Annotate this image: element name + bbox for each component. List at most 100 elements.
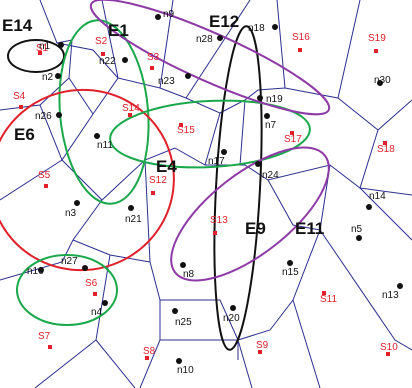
voronoi-edge <box>319 229 412 351</box>
node-label: n19 <box>266 94 283 105</box>
site-s6: S6 <box>85 278 98 296</box>
node-dot <box>74 200 80 206</box>
node-label: n20 <box>223 313 240 324</box>
voronoi-edge <box>359 187 412 241</box>
site-square <box>145 356 149 360</box>
voronoi-edge <box>39 0 119 115</box>
site-square <box>258 350 262 354</box>
node-n7: n7 <box>264 113 277 131</box>
voronoi-edge <box>72 159 151 263</box>
voronoi-edge <box>239 99 246 166</box>
site-s14: S14 <box>122 103 140 117</box>
node-n20: n20 <box>223 305 240 324</box>
node-n28: n28 <box>196 34 223 45</box>
node-dot <box>82 265 88 271</box>
node-n17: n17 <box>208 149 227 167</box>
node-label: n30 <box>374 75 391 86</box>
site-s4: S4 <box>13 91 26 109</box>
site-s19: S19 <box>368 33 386 53</box>
site-square <box>213 231 217 235</box>
node-label: n15 <box>282 267 299 278</box>
node-dot <box>176 358 182 364</box>
hyperedge-label-e12: E12 <box>209 12 239 31</box>
site-label: S6 <box>85 278 98 289</box>
voronoi-edge <box>292 299 321 388</box>
voronoi-edge <box>267 179 321 231</box>
node-dot <box>55 73 61 79</box>
voronoi-edge <box>61 77 221 201</box>
node-n22: n22 <box>99 56 128 67</box>
site-s15: S15 <box>177 123 195 136</box>
node-n2: n2 <box>42 72 61 83</box>
node-dot <box>102 300 108 306</box>
site-square <box>179 123 183 127</box>
node-dot <box>155 14 161 20</box>
node-dot <box>257 95 263 101</box>
site-square <box>48 345 52 349</box>
node-label: n11 <box>97 140 113 151</box>
hyperedge-label-e4: E4 <box>156 157 177 176</box>
node-dot <box>221 149 227 155</box>
node-label: n14 <box>369 191 386 202</box>
node-dot <box>180 262 186 268</box>
node-n5: n5 <box>351 224 363 241</box>
node-n13: n13 <box>382 283 403 301</box>
site-label: S8 <box>143 346 156 357</box>
site-s11: S11 <box>320 291 337 305</box>
site-s12: S12 <box>149 175 167 195</box>
voronoi-edge <box>160 339 253 388</box>
hyperedge-e12-hull <box>213 25 263 351</box>
hyperedge-label-e14: E14 <box>2 16 33 35</box>
site-label: S3 <box>147 52 160 63</box>
node-dot <box>58 42 64 48</box>
site-square <box>44 184 48 188</box>
node-n26: n26 <box>35 111 62 122</box>
node-dot <box>377 80 383 86</box>
node-n18: n18 <box>248 23 278 34</box>
voronoi-edge <box>149 261 239 341</box>
site-label: S17 <box>284 134 302 145</box>
node-label: n26 <box>35 111 52 122</box>
site-label: S11 <box>320 294 337 305</box>
site-s3: S3 <box>147 52 160 70</box>
hyperedge-labels: E14 E1 E12 E6 E4 E9 E11 <box>2 12 324 238</box>
hyperedge-e4-hull <box>109 99 311 169</box>
hyperedge-label-e1: E1 <box>108 21 129 40</box>
node-n9: n9 <box>155 9 175 20</box>
node-label: n24 <box>262 170 279 181</box>
site-label: S5 <box>38 170 51 181</box>
node-label: n16 <box>27 266 44 277</box>
node-dot <box>38 267 44 273</box>
node-label: n17 <box>208 156 225 167</box>
voronoi-edge <box>276 0 286 89</box>
node-label: n1 <box>39 41 51 52</box>
site-markers: S1 S2 S3 S4 S5 S6 S7 S8 S9 S10 S11 S12 S13 S14 S15 S16 S… <box>13 32 398 360</box>
site-s5: S5 <box>38 170 51 188</box>
site-square <box>383 141 387 145</box>
node-label: n7 <box>265 120 277 131</box>
node-n23: n23 <box>158 73 191 87</box>
node-n24: n24 <box>255 161 279 181</box>
node-label: n4 <box>91 307 103 318</box>
node-n25: n25 <box>172 308 192 328</box>
node-dot <box>287 260 293 266</box>
node-label: n3 <box>65 208 77 219</box>
node-label: n23 <box>158 76 175 87</box>
node-markers: n1 n2 n3 n4 n5 n7 n8 n9 n10 n11 n13 n14 n15 n16 n17 n18… <box>27 9 403 376</box>
site-square <box>150 66 154 70</box>
site-square <box>298 48 302 52</box>
site-s17: S17 <box>284 131 302 145</box>
site-square <box>374 49 378 53</box>
node-dot <box>185 73 191 79</box>
node-n16: n16 <box>27 266 44 277</box>
voronoi-edge <box>139 300 161 388</box>
node-n1: n1 <box>39 41 64 52</box>
node-dot <box>272 24 278 30</box>
node-label: n18 <box>248 23 265 34</box>
site-s16: S16 <box>292 32 310 52</box>
site-s18: S18 <box>377 141 395 155</box>
site-label: S16 <box>292 32 310 43</box>
